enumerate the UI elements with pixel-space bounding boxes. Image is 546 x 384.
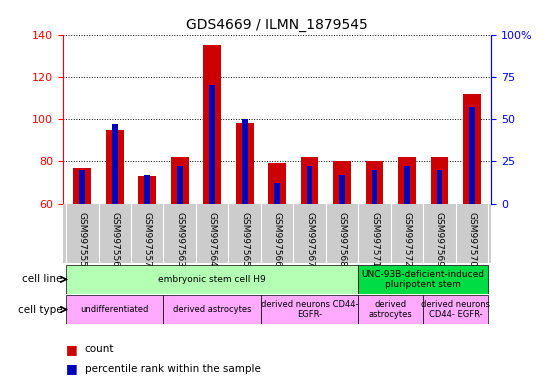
Text: GSM997556: GSM997556: [110, 212, 119, 267]
Text: GSM997567: GSM997567: [305, 212, 314, 267]
Text: embryonic stem cell H9: embryonic stem cell H9: [158, 275, 266, 284]
Text: undifferentiated: undifferentiated: [81, 305, 149, 314]
Text: GSM997557: GSM997557: [143, 212, 152, 267]
Text: GSM997571: GSM997571: [370, 212, 379, 267]
Text: ■: ■: [66, 343, 78, 356]
Bar: [274, 183, 280, 204]
Bar: [430, 157, 448, 204]
Bar: [307, 166, 312, 204]
Bar: [73, 167, 91, 204]
Text: GSM997572: GSM997572: [402, 212, 412, 267]
Text: GSM997566: GSM997566: [272, 212, 282, 267]
Text: UNC-93B-deficient-induced
pluripotent stem: UNC-93B-deficient-induced pluripotent st…: [361, 270, 485, 289]
Text: cell type: cell type: [17, 305, 62, 314]
Bar: [436, 170, 442, 204]
Bar: [366, 161, 383, 204]
Bar: [423, 295, 488, 324]
Text: ■: ■: [66, 362, 78, 375]
Bar: [469, 107, 475, 204]
Bar: [358, 265, 488, 294]
Bar: [268, 164, 286, 204]
Bar: [66, 265, 358, 294]
Bar: [112, 124, 118, 204]
Text: GSM997563: GSM997563: [175, 212, 184, 267]
Bar: [79, 170, 85, 204]
Text: GSM997568: GSM997568: [337, 212, 347, 267]
Text: GSM997555: GSM997555: [78, 212, 87, 267]
Bar: [301, 157, 318, 204]
Text: GSM997569: GSM997569: [435, 212, 444, 267]
Text: cell line: cell line: [22, 274, 62, 285]
Bar: [358, 295, 423, 324]
Text: GSM997570: GSM997570: [467, 212, 477, 267]
Text: derived
astrocytes: derived astrocytes: [369, 300, 413, 319]
Bar: [66, 295, 163, 324]
Bar: [404, 166, 410, 204]
Bar: [372, 170, 377, 204]
Text: GSM997564: GSM997564: [207, 212, 217, 267]
Bar: [339, 175, 345, 204]
Text: percentile rank within the sample: percentile rank within the sample: [85, 364, 260, 374]
Text: count: count: [85, 344, 114, 354]
Bar: [333, 161, 351, 204]
Bar: [203, 45, 221, 204]
Bar: [236, 123, 253, 204]
Text: derived neurons
CD44- EGFR-: derived neurons CD44- EGFR-: [421, 300, 490, 319]
Bar: [463, 94, 481, 204]
Bar: [163, 295, 261, 324]
Bar: [242, 119, 247, 204]
Bar: [138, 176, 156, 204]
Bar: [106, 130, 124, 204]
Text: derived neurons CD44-
EGFR-: derived neurons CD44- EGFR-: [261, 300, 358, 319]
Text: GSM997565: GSM997565: [240, 212, 249, 267]
Bar: [171, 157, 188, 204]
Bar: [177, 166, 182, 204]
Title: GDS4669 / ILMN_1879545: GDS4669 / ILMN_1879545: [186, 18, 368, 32]
Bar: [261, 295, 358, 324]
Bar: [209, 85, 215, 204]
Text: derived astrocytes: derived astrocytes: [173, 305, 251, 314]
Bar: [398, 157, 416, 204]
Bar: [144, 175, 150, 204]
